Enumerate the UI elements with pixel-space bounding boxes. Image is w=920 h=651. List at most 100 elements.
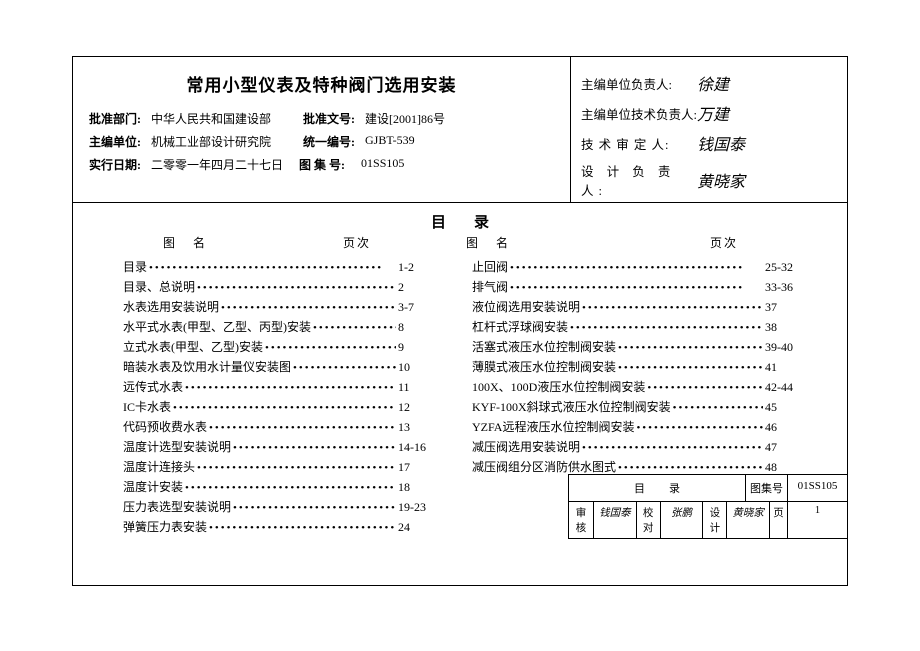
toc-header: 图名 页次 图名 页次 (73, 234, 847, 255)
toc-item-name: 排气阀 (472, 278, 508, 295)
col-header-name: 图名 (123, 234, 343, 251)
toc-left-column: 目录1-2目录、总说明2水表选用安装说明3-7水平式水表(甲型、乙型、丙型)安装… (123, 255, 460, 538)
leader-dots (149, 262, 396, 274)
meta-value: 中华人民共和国建设部 (147, 110, 271, 127)
leader-dots (197, 462, 396, 474)
toc-item-page: 37 (765, 300, 797, 315)
toc-item-page: 9 (398, 340, 430, 355)
toc-item: 压力表选型安装说明19-23 (123, 498, 430, 515)
meta-label: 批准部门: (89, 110, 147, 127)
toc-item: 温度计连接头 17 (123, 458, 430, 475)
corner-set-no: 01SS105 (787, 475, 847, 501)
leader-dots (313, 322, 396, 334)
toc-item-page: 25-32 (765, 260, 797, 275)
toc-item-page: 19-23 (398, 500, 430, 515)
toc-item-name: 目录、总说明 (123, 278, 195, 295)
toc-item: 薄膜式液压水位控制阀安装41 (472, 358, 797, 375)
leader-dots (510, 282, 763, 294)
toc-item-page: 42-44 (765, 380, 797, 395)
toc-item-name: 水表选用安装说明 (123, 298, 219, 315)
toc-item-page: 18 (398, 480, 430, 495)
toc-item-name: 温度计选型安装说明 (123, 438, 231, 455)
leader-dots (185, 382, 396, 394)
signature-value: 黄晓家 (697, 168, 745, 192)
meta-row-1: 批准部门: 中华人民共和国建设部 批准文号: 建设[2001]86号 (89, 110, 554, 127)
meta-row-3: 实行日期: 二零零一年四月二十七日 图 集 号: 01SS105 (89, 156, 554, 173)
toc-item-name: 暗装水表及饮用水计量仪安装图 (123, 358, 291, 375)
toc-item-page: 45 (765, 400, 797, 415)
toc-item-name: 立式水表(甲型、乙型)安装 (123, 338, 263, 355)
toc-item-name: 水平式水表(甲型、乙型、丙型)安装 (123, 318, 311, 335)
corner-page-no: 1 (787, 502, 847, 538)
toc-item-page: 46 (765, 420, 797, 435)
toc-item-name: 100X、100D液压水位控制阀安装 (472, 378, 645, 395)
leader-dots (233, 502, 396, 514)
leader-dots (618, 342, 763, 354)
meta-label: 统一编号: (303, 133, 361, 150)
leader-dots (173, 402, 396, 414)
corner-set-label: 图集号 (745, 475, 787, 501)
toc-item: 弹簧压力表安装24 (123, 518, 430, 535)
toc-item-name: IC卡水表 (123, 398, 171, 415)
leader-dots (510, 262, 763, 274)
toc-item-page: 47 (765, 440, 797, 455)
toc-item: 目录、总说明 2 (123, 278, 430, 295)
toc-item-page: 41 (765, 360, 797, 375)
corner-checker-sig: 张鹏 (660, 502, 703, 538)
toc-item: 水平式水表(甲型、乙型、丙型)安装8 (123, 318, 430, 335)
meta-label: 批准文号: (303, 110, 361, 127)
leader-dots (636, 422, 763, 434)
col-header-name: 图名 (460, 234, 710, 251)
leader-dots (185, 482, 396, 494)
toc-item: YZFA远程液压水位控制阀安装 46 (472, 418, 797, 435)
toc-item-name: 止回阀 (472, 258, 508, 275)
meta-value: 01SS105 (357, 156, 404, 173)
title-left: 常用小型仪表及特种阀门选用安装 批准部门: 中华人民共和国建设部 批准文号: 建… (73, 57, 571, 202)
toc-item-name: 代码预收费水表 (123, 418, 207, 435)
toc-item: 暗装水表及饮用水计量仪安装图 10 (123, 358, 430, 375)
corner-checker-label: 校对 (636, 502, 660, 538)
toc-item-name: YZFA远程液压水位控制阀安装 (472, 418, 634, 435)
toc-item-name: 远传式水表 (123, 378, 183, 395)
toc-item-page: 33-36 (765, 280, 797, 295)
signature-value: 徐建 (697, 71, 729, 95)
toc-item: 减压阀选用安装说明47 (472, 438, 797, 455)
toc-body: 目录1-2目录、总说明2水表选用安装说明3-7水平式水表(甲型、乙型、丙型)安装… (73, 255, 847, 538)
toc-item-page: 38 (765, 320, 797, 335)
meta-value: 机械工业部设计研究院 (147, 133, 271, 150)
toc-item-name: 液位阀选用安装说明 (472, 298, 580, 315)
title-block-corner: 目录 图集号 01SS105 审核 钱国泰 校对 张鹏 设计 黄晓家 页 1 (568, 474, 848, 539)
signature-row: 技 术 审 定 人:钱国泰 (581, 131, 837, 155)
signature-row: 设 计 负 责 人:黄晓家 (581, 161, 837, 199)
page: 常用小型仪表及特种阀门选用安装 批准部门: 中华人民共和国建设部 批准文号: 建… (0, 0, 920, 651)
toc-item-page: 17 (398, 460, 430, 475)
leader-dots (209, 522, 396, 534)
toc-item-page: 10 (398, 360, 430, 375)
leader-dots (221, 302, 396, 314)
meta-label: 主编单位: (89, 133, 147, 150)
meta-label: 图 集 号: (299, 156, 357, 173)
meta-value: GJBT-539 (361, 133, 415, 150)
toc-item: 水表选用安装说明3-7 (123, 298, 430, 315)
doc-title: 常用小型仪表及特种阀门选用安装 (89, 71, 554, 96)
leader-dots (197, 282, 396, 294)
toc-item-name: 温度计安装 (123, 478, 183, 495)
signature-row: 主编单位技术负责人:万建 (581, 101, 837, 125)
leader-dots (582, 442, 763, 454)
toc-item: 远传式水表11 (123, 378, 430, 395)
leader-dots (582, 302, 763, 314)
signature-value: 万建 (697, 101, 729, 125)
toc-item: 排气阀 33-36 (472, 278, 797, 295)
toc-item: 液位阀选用安装说明 37 (472, 298, 797, 315)
toc-item-page: 1-2 (398, 260, 430, 275)
toc-item: 100X、100D液压水位控制阀安装 42-44 (472, 378, 797, 395)
signature-row: 主编单位负责人:徐建 (581, 71, 837, 95)
leader-dots (265, 342, 396, 354)
leader-dots (293, 362, 396, 374)
corner-reviewer-sig: 钱国泰 (593, 502, 636, 538)
toc-item-name: 温度计连接头 (123, 458, 195, 475)
toc-item: 温度计选型安装说明14-16 (123, 438, 430, 455)
leader-dots (618, 462, 763, 474)
toc-item-page: 2 (398, 280, 430, 295)
toc-item: 温度计安装 18 (123, 478, 430, 495)
